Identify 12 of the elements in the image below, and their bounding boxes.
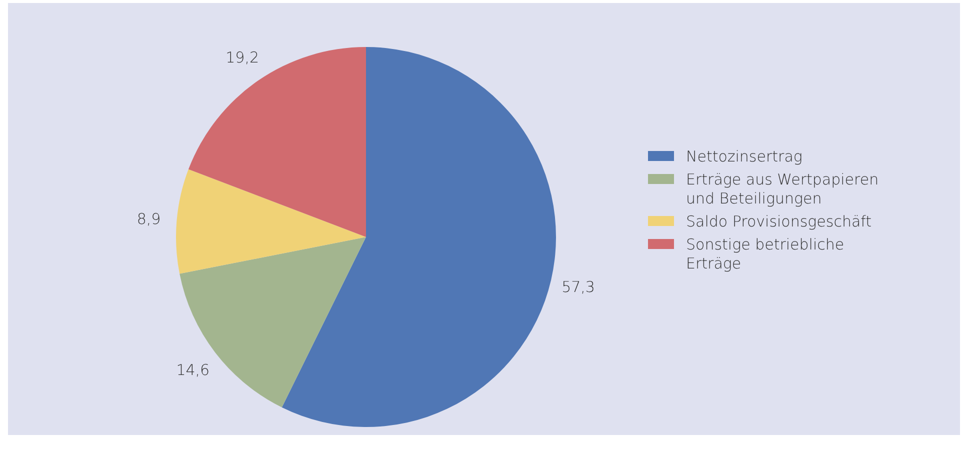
data-label: 14,6 (176, 360, 210, 379)
data-label: 57,3 (562, 278, 595, 296)
pie-slice (180, 237, 366, 408)
legend-label: Nettozinsertrag (686, 147, 802, 166)
pie-slice (282, 47, 556, 427)
pie-slice (188, 47, 366, 237)
legend-label: Saldo Provisionsgeschäft (686, 212, 872, 230)
legend-label: Erträge aus Wertpapieren und Beteiligungen (686, 170, 879, 208)
legend-label: Sonstige betriebliche Erträge (686, 235, 844, 272)
data-label: 19,2 (226, 48, 260, 67)
data-label: 8,9 (136, 210, 161, 228)
pie-slice (176, 169, 366, 274)
